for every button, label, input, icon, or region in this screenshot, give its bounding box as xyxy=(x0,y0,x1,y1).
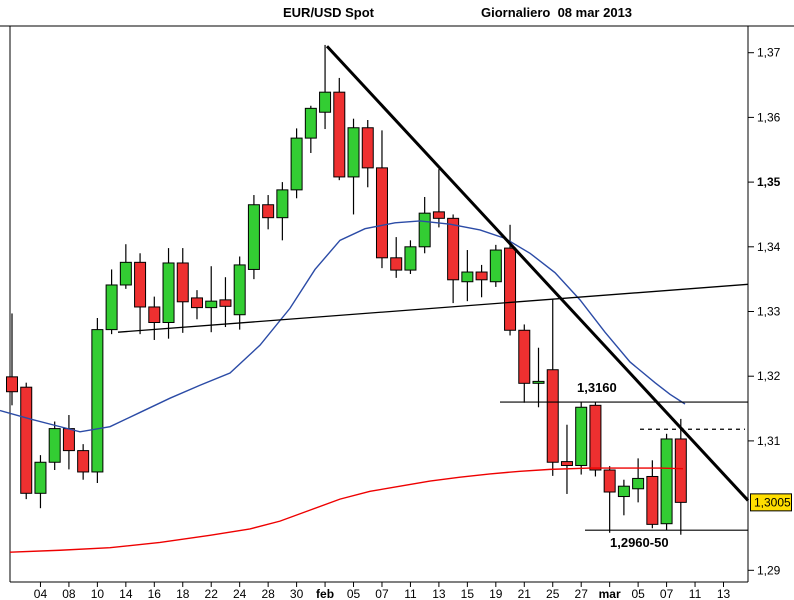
candle-body-up xyxy=(532,380,545,384)
x-tick-label: 14 xyxy=(119,587,133,600)
candle-body-up xyxy=(660,438,673,525)
candle-body-up xyxy=(347,127,360,178)
candle-body-down xyxy=(475,271,488,281)
candle-body-down xyxy=(432,211,445,219)
trendline-ascending-support xyxy=(117,283,749,333)
candle-body-up xyxy=(162,262,175,323)
candle-body-up xyxy=(632,477,645,490)
trendline-descending-resistance xyxy=(325,45,750,502)
x-tick-label: 21 xyxy=(518,587,532,600)
candle-body-down xyxy=(219,299,232,307)
candle-body-down xyxy=(6,376,18,393)
x-tick-label: 25 xyxy=(546,587,560,600)
x-tick-label: mar xyxy=(599,587,621,600)
candle-body-down xyxy=(62,428,75,452)
candle-body-down xyxy=(518,329,531,384)
x-tick-label: 19 xyxy=(489,587,503,600)
candle-body-up xyxy=(247,204,260,270)
moving-average-long-red xyxy=(9,467,684,553)
x-tick-label: 07 xyxy=(375,587,389,600)
candle-body-up xyxy=(34,461,47,494)
candle-body-down xyxy=(361,127,374,169)
candle-body-down xyxy=(603,469,616,493)
x-tick-label: 13 xyxy=(717,587,731,600)
x-tick-label: 28 xyxy=(261,587,275,600)
x-tick-label: 24 xyxy=(233,587,247,600)
candle-body-up xyxy=(276,189,289,219)
x-tick-label: 11 xyxy=(689,587,702,600)
x-tick-label: 08 xyxy=(62,587,76,600)
x-tick-label: 13 xyxy=(432,587,446,600)
candle-body-down xyxy=(560,461,573,466)
y-tick-label: 1,31 xyxy=(757,434,781,448)
candle-body-up xyxy=(233,264,246,316)
candle-body-down xyxy=(546,369,559,463)
candle-body-up xyxy=(91,329,104,473)
x-tick-label: 05 xyxy=(631,587,645,600)
chart-title-instrument: EUR/USD Spot xyxy=(283,5,374,20)
candle-body-up xyxy=(461,271,474,283)
candle-body-up xyxy=(105,284,118,331)
candle-body-down xyxy=(148,306,161,323)
x-tick-label: 18 xyxy=(176,587,190,600)
moving-average-short-blue xyxy=(0,220,686,433)
y-tick-label: 1,36 xyxy=(757,110,781,124)
candle-body-down xyxy=(375,167,388,259)
candle-body-up xyxy=(489,249,502,283)
candle-body-down xyxy=(333,91,346,178)
y-tick-label: 1,35 xyxy=(757,175,781,189)
x-tick-label: 05 xyxy=(347,587,361,600)
candle-body-up xyxy=(304,107,317,139)
y-tick-label: 1,32 xyxy=(757,369,781,383)
candle-body-down xyxy=(674,438,687,503)
x-tick-label: 10 xyxy=(91,587,105,600)
candle-body-up xyxy=(575,406,588,466)
y-tick-label: 1,37 xyxy=(757,46,781,60)
level-annotation: 1,3160 xyxy=(577,380,617,395)
y-tick-label: 1,33 xyxy=(757,305,781,319)
candle-body-up xyxy=(319,91,332,113)
candle-body-up xyxy=(290,137,303,191)
candle-body-down xyxy=(646,475,659,525)
x-tick-label: 07 xyxy=(660,587,674,600)
candle-body-up xyxy=(119,261,132,286)
chart-title-timeframe-date: Giornaliero 08 mar 2013 xyxy=(481,5,633,20)
last-price-marker-box xyxy=(750,493,792,512)
x-tick-label: 30 xyxy=(290,587,304,600)
last-price-label: 1,3005 xyxy=(754,495,791,509)
candle-body-up xyxy=(205,300,218,309)
x-tick-label: 11 xyxy=(404,587,417,600)
candle-body-up xyxy=(617,485,630,498)
candle-body-down xyxy=(77,450,90,473)
candle-body-down xyxy=(190,297,203,309)
candle-body-down xyxy=(134,261,147,308)
x-tick-label: 22 xyxy=(205,587,219,600)
candle-body-up xyxy=(48,428,61,463)
candle-body-down xyxy=(176,262,189,303)
candle-body-down xyxy=(20,386,33,494)
level-annotation: 1,2960-50 xyxy=(610,535,669,550)
candle-body-down xyxy=(262,204,275,219)
x-tick-label: feb xyxy=(316,587,334,600)
candle-body-down xyxy=(390,257,403,271)
y-tick-label: 1,29 xyxy=(757,563,781,577)
candle-body-up xyxy=(404,246,417,271)
candle-body-down xyxy=(504,247,517,331)
x-tick-label: 04 xyxy=(34,587,48,600)
x-tick-label: 16 xyxy=(148,587,162,600)
x-tick-label: 15 xyxy=(461,587,475,600)
candle-body-down xyxy=(589,404,602,471)
candle-body-down xyxy=(447,217,460,281)
candle-body-up xyxy=(418,212,431,248)
y-tick-label: 1,34 xyxy=(757,240,781,254)
x-tick-label: 27 xyxy=(575,587,589,600)
